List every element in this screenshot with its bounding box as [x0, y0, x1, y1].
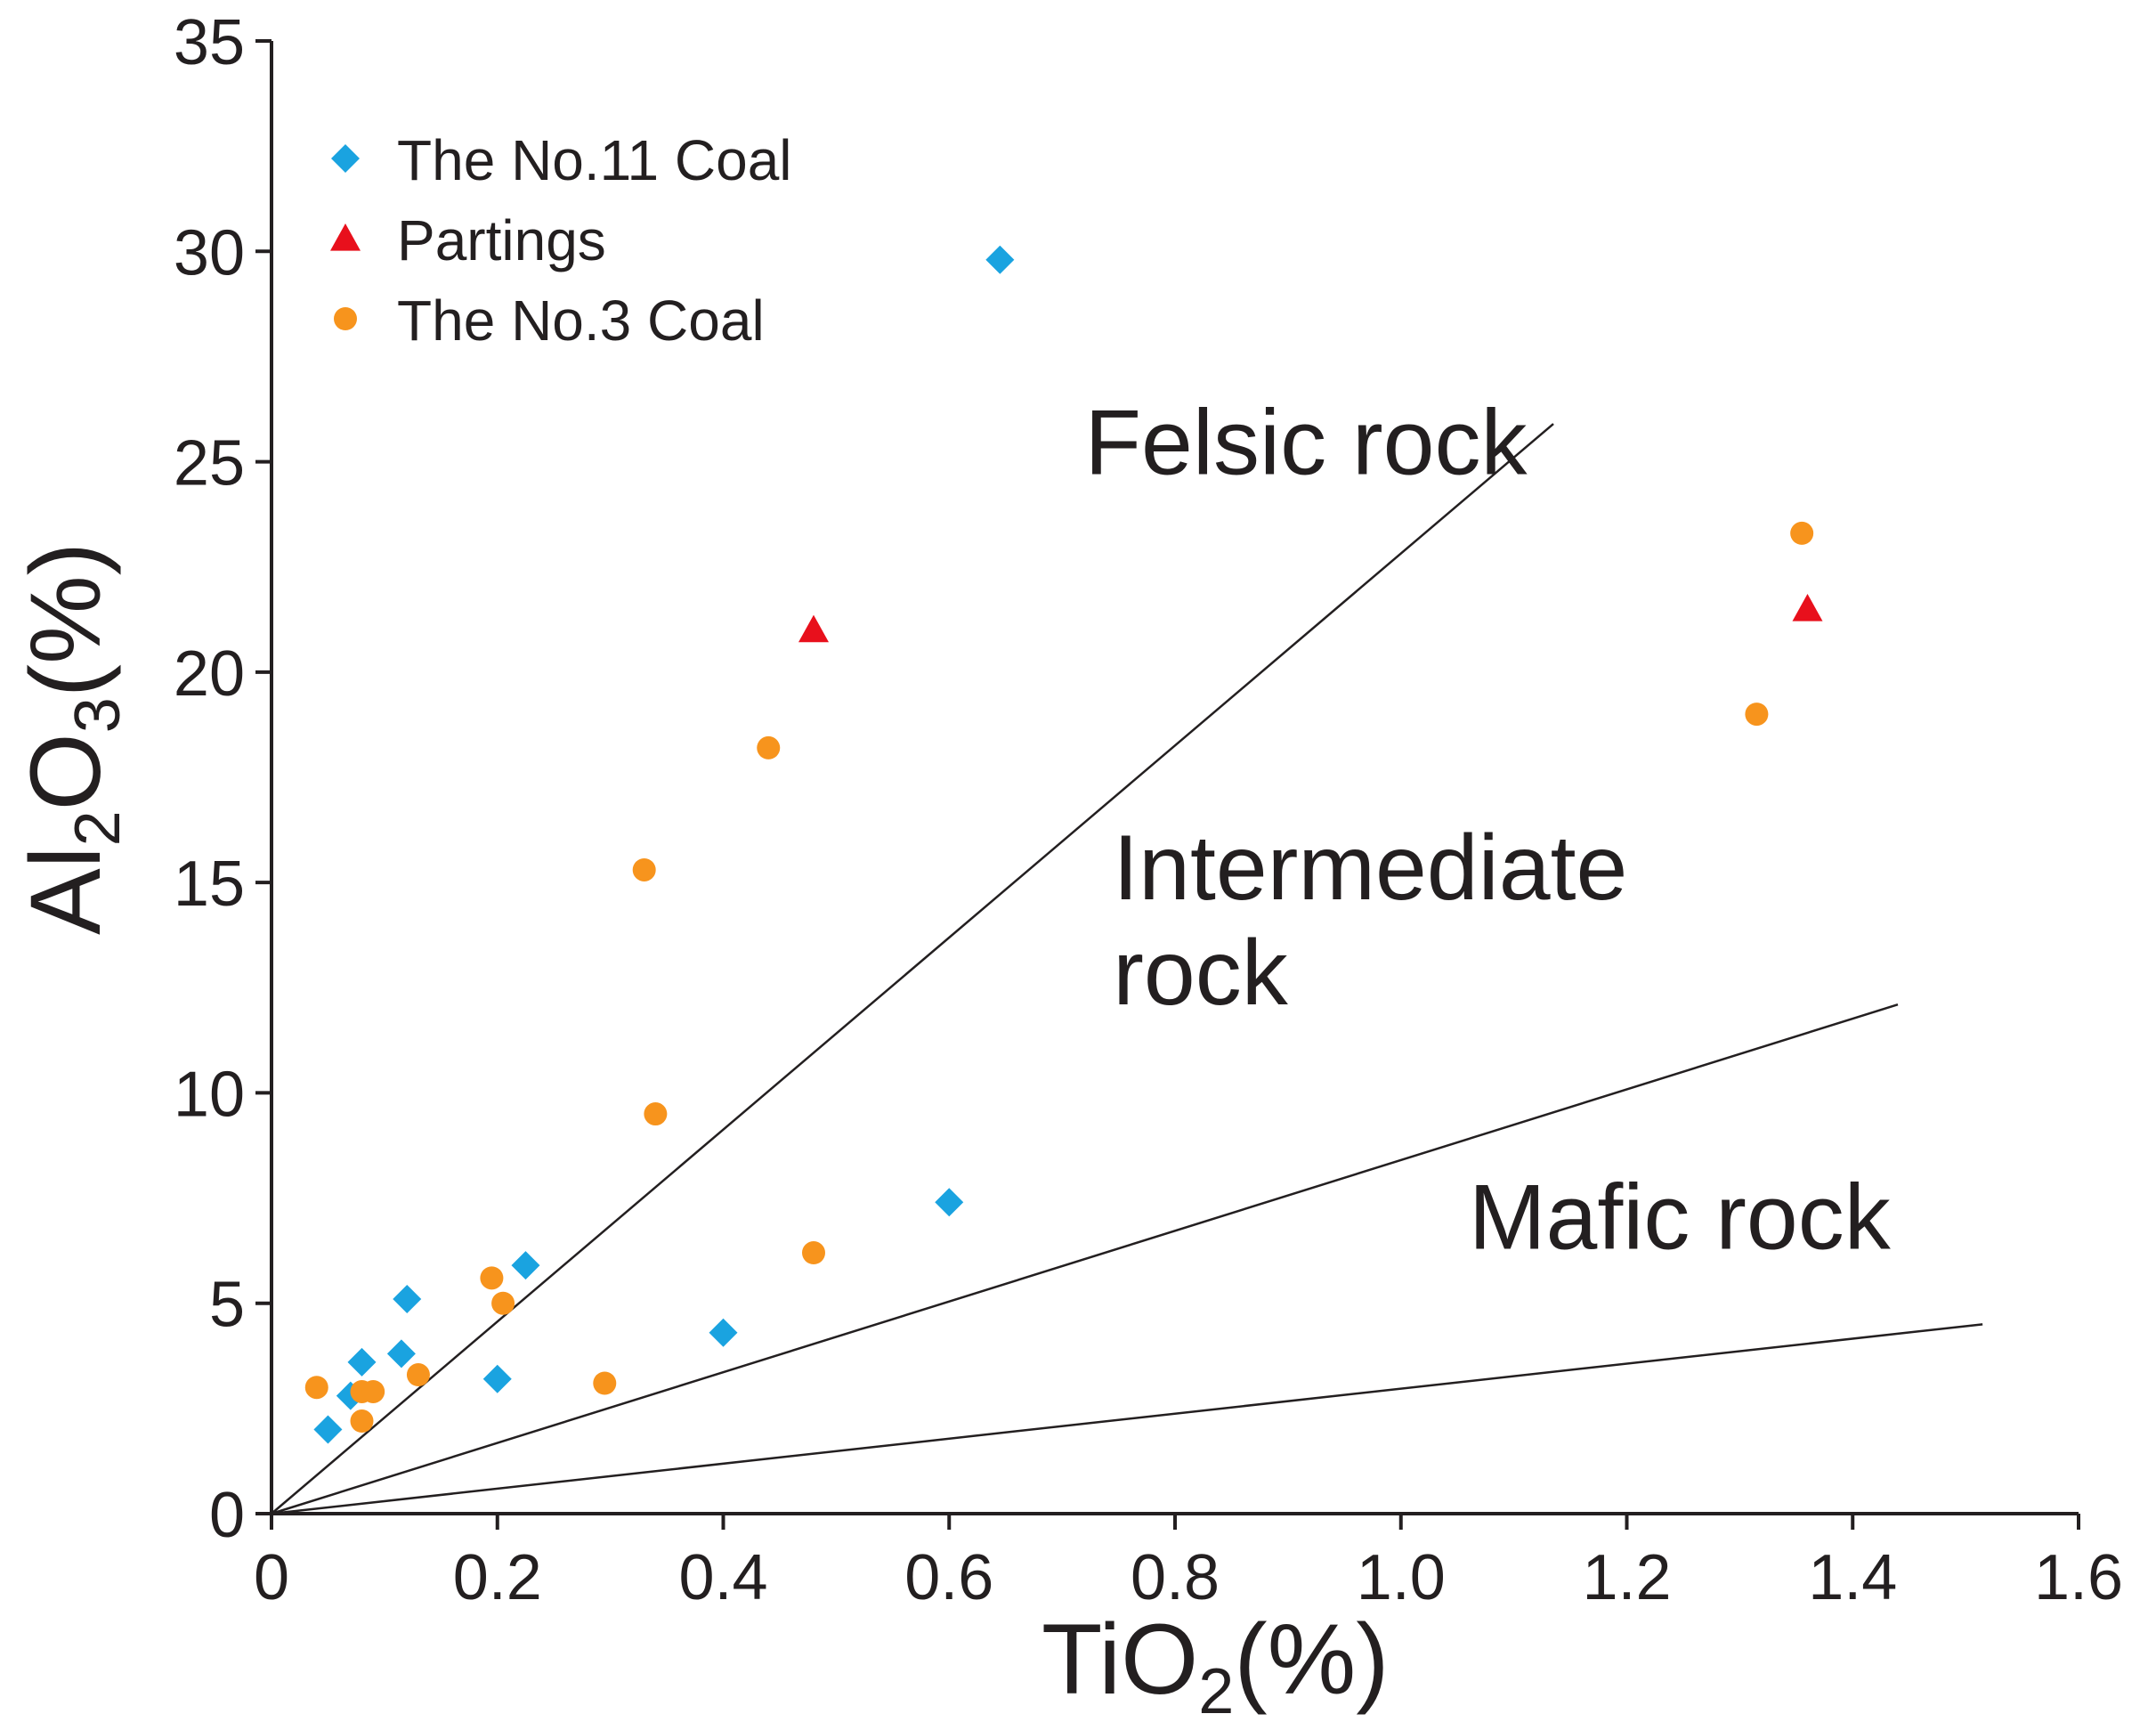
- data-point-circle: [480, 1266, 504, 1290]
- y-tick-label: 15: [174, 849, 245, 920]
- data-point-diamond: [386, 1339, 416, 1369]
- y-title-suffix: (%): [10, 542, 121, 697]
- legend-label: The No.11 Coal: [397, 128, 792, 192]
- data-point-diamond: [393, 1284, 422, 1313]
- data-point-circle: [644, 1102, 668, 1126]
- data-point-diamond: [709, 1318, 738, 1347]
- x-ticks: 0 0.2 0.4 0.6 0.8 1.0 1.2 1.4 1.6: [254, 1514, 2123, 1613]
- region-label-mafic: Mafic rock: [1469, 1166, 1892, 1269]
- x-tick-label: 1.0: [1357, 1542, 1446, 1613]
- data-point-circle: [406, 1363, 430, 1387]
- region-label-line: rock: [1113, 922, 1288, 1025]
- y-title-subscript-2: 3: [62, 697, 134, 733]
- legend-marker-circle: [334, 307, 357, 330]
- data-point-triangle: [1792, 593, 1823, 621]
- legend: The No.11 Coal Partings The No.3 Coal: [330, 128, 792, 353]
- data-point-circle: [593, 1371, 617, 1395]
- x-tick-label: 0.8: [1131, 1542, 1220, 1613]
- data-point-circle: [350, 1409, 374, 1434]
- data-point-circle: [632, 857, 656, 881]
- x-tick-label: 0: [254, 1542, 289, 1613]
- y-tick-label: 5: [209, 1270, 245, 1341]
- boundary-line-intermediate-mafic: [271, 1003, 1899, 1515]
- region-label-intermediate: Intermediate rock: [1113, 816, 1627, 1025]
- data-point-circle: [757, 735, 781, 759]
- x-tick-label: 0.2: [453, 1542, 542, 1613]
- data-point-circle: [1790, 521, 1814, 545]
- region-label-felsic: Felsic rock: [1085, 392, 1528, 495]
- boundary-line-mafic-lower: [271, 1323, 1983, 1515]
- legend-label: The No.3 Coal: [397, 288, 765, 353]
- y-tick-label: 10: [174, 1059, 245, 1130]
- data-point-diamond: [985, 245, 1015, 274]
- data-point-diamond: [482, 1364, 512, 1393]
- y-tick-label: 30: [174, 217, 245, 288]
- data-point-diamond: [935, 1188, 964, 1217]
- y-tick-label: 35: [174, 7, 245, 78]
- data-point-diamond: [313, 1415, 343, 1444]
- y-tick-label: 20: [174, 638, 245, 710]
- series-2: [304, 521, 1814, 1434]
- y-title-subscript-1: 2: [62, 810, 134, 846]
- data-point-circle: [361, 1379, 385, 1403]
- legend-marker-triangle: [330, 223, 361, 251]
- y-tick-label: 25: [174, 428, 245, 500]
- x-title-subscript: 2: [1198, 1656, 1234, 1722]
- x-tick-label: 1.4: [1808, 1542, 1897, 1613]
- region-label-line: Mafic rock: [1469, 1166, 1892, 1269]
- series-0: [313, 245, 1015, 1444]
- x-tick-label: 0.4: [678, 1542, 767, 1613]
- x-axis-title: TiO2(%): [1042, 1604, 1390, 1722]
- data-point-circle: [1745, 703, 1769, 727]
- x-title-suffix: (%): [1234, 1604, 1389, 1715]
- region-label-line: Felsic rock: [1085, 392, 1528, 495]
- region-labels: Felsic rock Intermediate rock Mafic rock: [1085, 392, 1892, 1270]
- y-axis-title: Al2O3(%): [10, 542, 134, 935]
- y-title-main: Al: [10, 846, 121, 935]
- legend-label: Partings: [397, 208, 606, 272]
- data-point-circle: [304, 1376, 328, 1400]
- data-point-diamond: [347, 1347, 377, 1377]
- x-title-main: TiO: [1042, 1604, 1198, 1715]
- y-title-mid: O: [10, 733, 121, 810]
- legend-marker-diamond: [331, 144, 360, 173]
- data-point-circle: [491, 1291, 515, 1315]
- x-tick-label: 1.6: [2034, 1542, 2123, 1613]
- data-point-triangle: [798, 614, 829, 643]
- data-point-circle: [802, 1241, 825, 1265]
- x-tick-label: 0.6: [904, 1542, 993, 1613]
- region-label-line: Intermediate: [1113, 816, 1627, 920]
- series-1: [798, 593, 1823, 643]
- boundary-line-felsic-intermediate: [271, 423, 1554, 1515]
- data-points: [304, 245, 1823, 1444]
- data-point-diamond: [511, 1251, 540, 1280]
- y-ticks: 0 5 10 15 20 25 30 35: [174, 7, 272, 1551]
- x-tick-label: 1.2: [1582, 1542, 1671, 1613]
- boundary-lines: [271, 423, 1983, 1515]
- y-tick-label: 0: [209, 1480, 245, 1551]
